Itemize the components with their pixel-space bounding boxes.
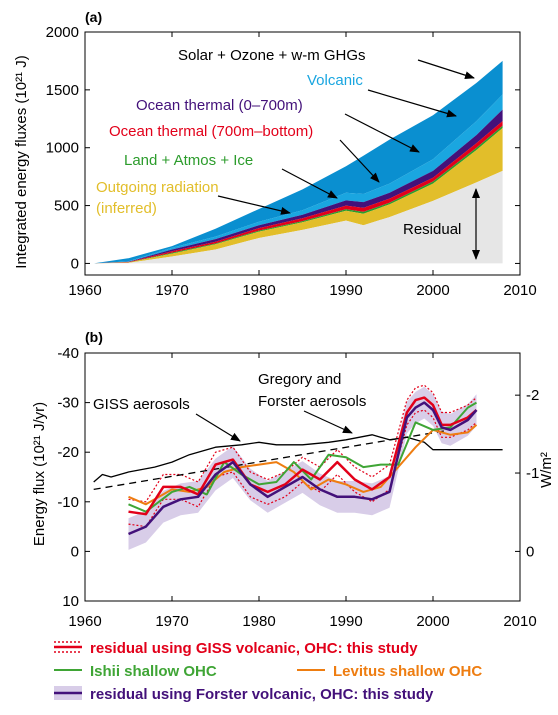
panel-b-xtick-label: 2000 <box>416 613 449 630</box>
annotation-ocean-deep: Ocean thermal (700m–bottom) <box>109 123 313 140</box>
panel-b-right-tick-label: 0 <box>526 543 534 560</box>
panel-a-ytick-label: 0 <box>71 255 79 272</box>
legend-item-forster-volcanic: residual using Forster volcanic, OHC: th… <box>54 686 434 703</box>
panel-a-xtick-label: 1990 <box>329 282 362 299</box>
legend-label-forster-volcanic: residual using Forster volcanic, OHC: th… <box>90 686 434 703</box>
arrow-gregory <box>303 410 353 434</box>
band-forster-volcanic <box>128 386 477 550</box>
annotation-residual: Residual <box>403 221 461 238</box>
panel-a-ylabel: Integrated energy fluxes (10²¹ J) <box>13 55 30 268</box>
arrow-ocean-shallow <box>344 113 420 153</box>
annotation-land: Land + Atmos + Ice <box>124 152 253 169</box>
annotation-giss-aerosols: GISS aerosols <box>93 396 190 413</box>
annotation-volcanic: Volcanic <box>307 72 363 89</box>
panel-b-series-lines <box>93 384 503 536</box>
panel-b-axes: 1960 1970 1980 1990 2000 2010-40-30-20-10010-… <box>57 345 539 630</box>
series-line-residual-using-forster-volcanic-ohc-this-study <box>128 401 478 536</box>
panel-b-label: (b) <box>85 329 103 345</box>
panel-b-ytick-label: -20 <box>57 444 79 461</box>
series-line-gregory-and-forster-aerosols <box>93 429 451 491</box>
panel-b-ytick-label: 0 <box>71 543 79 560</box>
panel-b: (b) 1960 1970 1980 1990 2000 2010-40-30-20-10… <box>31 329 555 630</box>
annotation-solar: Solar + Ozone + w-m GHGs <box>178 47 366 64</box>
panel-a-xtick-label: 2010 <box>503 282 536 299</box>
series-line-residual-using-giss-volcanic-ohc-this-study <box>128 396 478 516</box>
panel-b-xtick-label: 1980 <box>242 613 275 630</box>
legend-item-giss-volcanic: residual using GISS volcanic, OHC: this … <box>54 640 418 657</box>
panel-b-ylabel-right: W/m² <box>538 452 555 488</box>
panel-a-area-layers <box>93 60 503 264</box>
panel-b-ylabel: Energy flux (10²¹ J/yr) <box>31 402 48 546</box>
panel-b-xtick-label: 1970 <box>155 613 188 630</box>
panel-a: (a) 1960 1970 1980 1990 2000 2010 0 500 1000 1500… <box>13 9 537 299</box>
annotation-outgoing-inferred: (inferred) <box>96 200 157 217</box>
panel-a-ytick-label: 2000 <box>46 24 79 41</box>
panel-b-xtick-label: 1960 <box>68 613 101 630</box>
panel-a-xtick-label: 2000 <box>416 282 449 299</box>
annotation-gregory-1: Gregory and <box>258 371 341 388</box>
arrow-solar <box>417 59 475 80</box>
panel-a-xtick-label: 1960 <box>68 282 101 299</box>
area-layer-solar-ozone-w-m-ghgs <box>93 60 503 264</box>
panel-b-ytick-label: 10 <box>62 593 79 610</box>
arrow-ocean-deep <box>339 139 380 183</box>
panel-a-axes: 1960 1970 1980 1990 2000 2010 0 500 1000 1500 2000 <box>46 24 537 299</box>
panel-b-ytick-label: -30 <box>57 395 79 412</box>
legend-label-ishii: Ishii shallow OHC <box>90 663 217 680</box>
annotation-gregory-2: Forster aerosols <box>258 393 366 410</box>
panel-a-xtick-label: 1970 <box>155 282 188 299</box>
panel-a-ytick-label: 1000 <box>46 140 79 157</box>
panel-a-frame <box>84 31 521 276</box>
legend-item-levitus: Levitus shallow OHC <box>297 663 482 680</box>
area-layer-residual <box>93 170 503 264</box>
series-line-ishii-shallow-ohc <box>128 401 477 513</box>
arrow-land <box>281 168 338 199</box>
arrow-volcanic <box>367 89 457 118</box>
annotation-outgoing: Outgoing radiation <box>96 179 219 196</box>
legend-label-giss-volcanic: residual using GISS volcanic, OHC: this … <box>90 640 418 657</box>
legend: residual using GISS volcanic, OHC: this … <box>54 640 482 703</box>
series-line-giss-aerosols <box>93 434 503 483</box>
arrow-outgoing <box>217 195 291 215</box>
panel-b-xtick-label: 2010 <box>503 613 536 630</box>
panel-a-label: (a) <box>85 9 102 25</box>
annotation-ocean-shallow: Ocean thermal (0–700m) <box>136 97 303 114</box>
panel-a-ytick-label: 500 <box>54 198 79 215</box>
panel-b-frame <box>84 352 521 602</box>
arrow-giss-aerosols <box>195 413 241 442</box>
panel-a-xtick-label: 1980 <box>242 282 275 299</box>
panel-b-uncertainty-bands <box>128 386 477 550</box>
panel-b-right-tick-label: -1 <box>526 465 539 482</box>
panel-a-ytick-label: 1500 <box>46 82 79 99</box>
legend-item-ishii: Ishii shallow OHC <box>54 663 217 680</box>
panel-b-right-tick-label: -2 <box>526 387 539 404</box>
panel-b-ytick-label: -10 <box>57 494 79 511</box>
area-layer-outgoing-radiation-inferred <box>93 128 503 264</box>
panel-b-ytick-label: -40 <box>57 345 79 362</box>
legend-label-levitus: Levitus shallow OHC <box>333 663 482 680</box>
panel-b-xtick-label: 1990 <box>329 613 362 630</box>
